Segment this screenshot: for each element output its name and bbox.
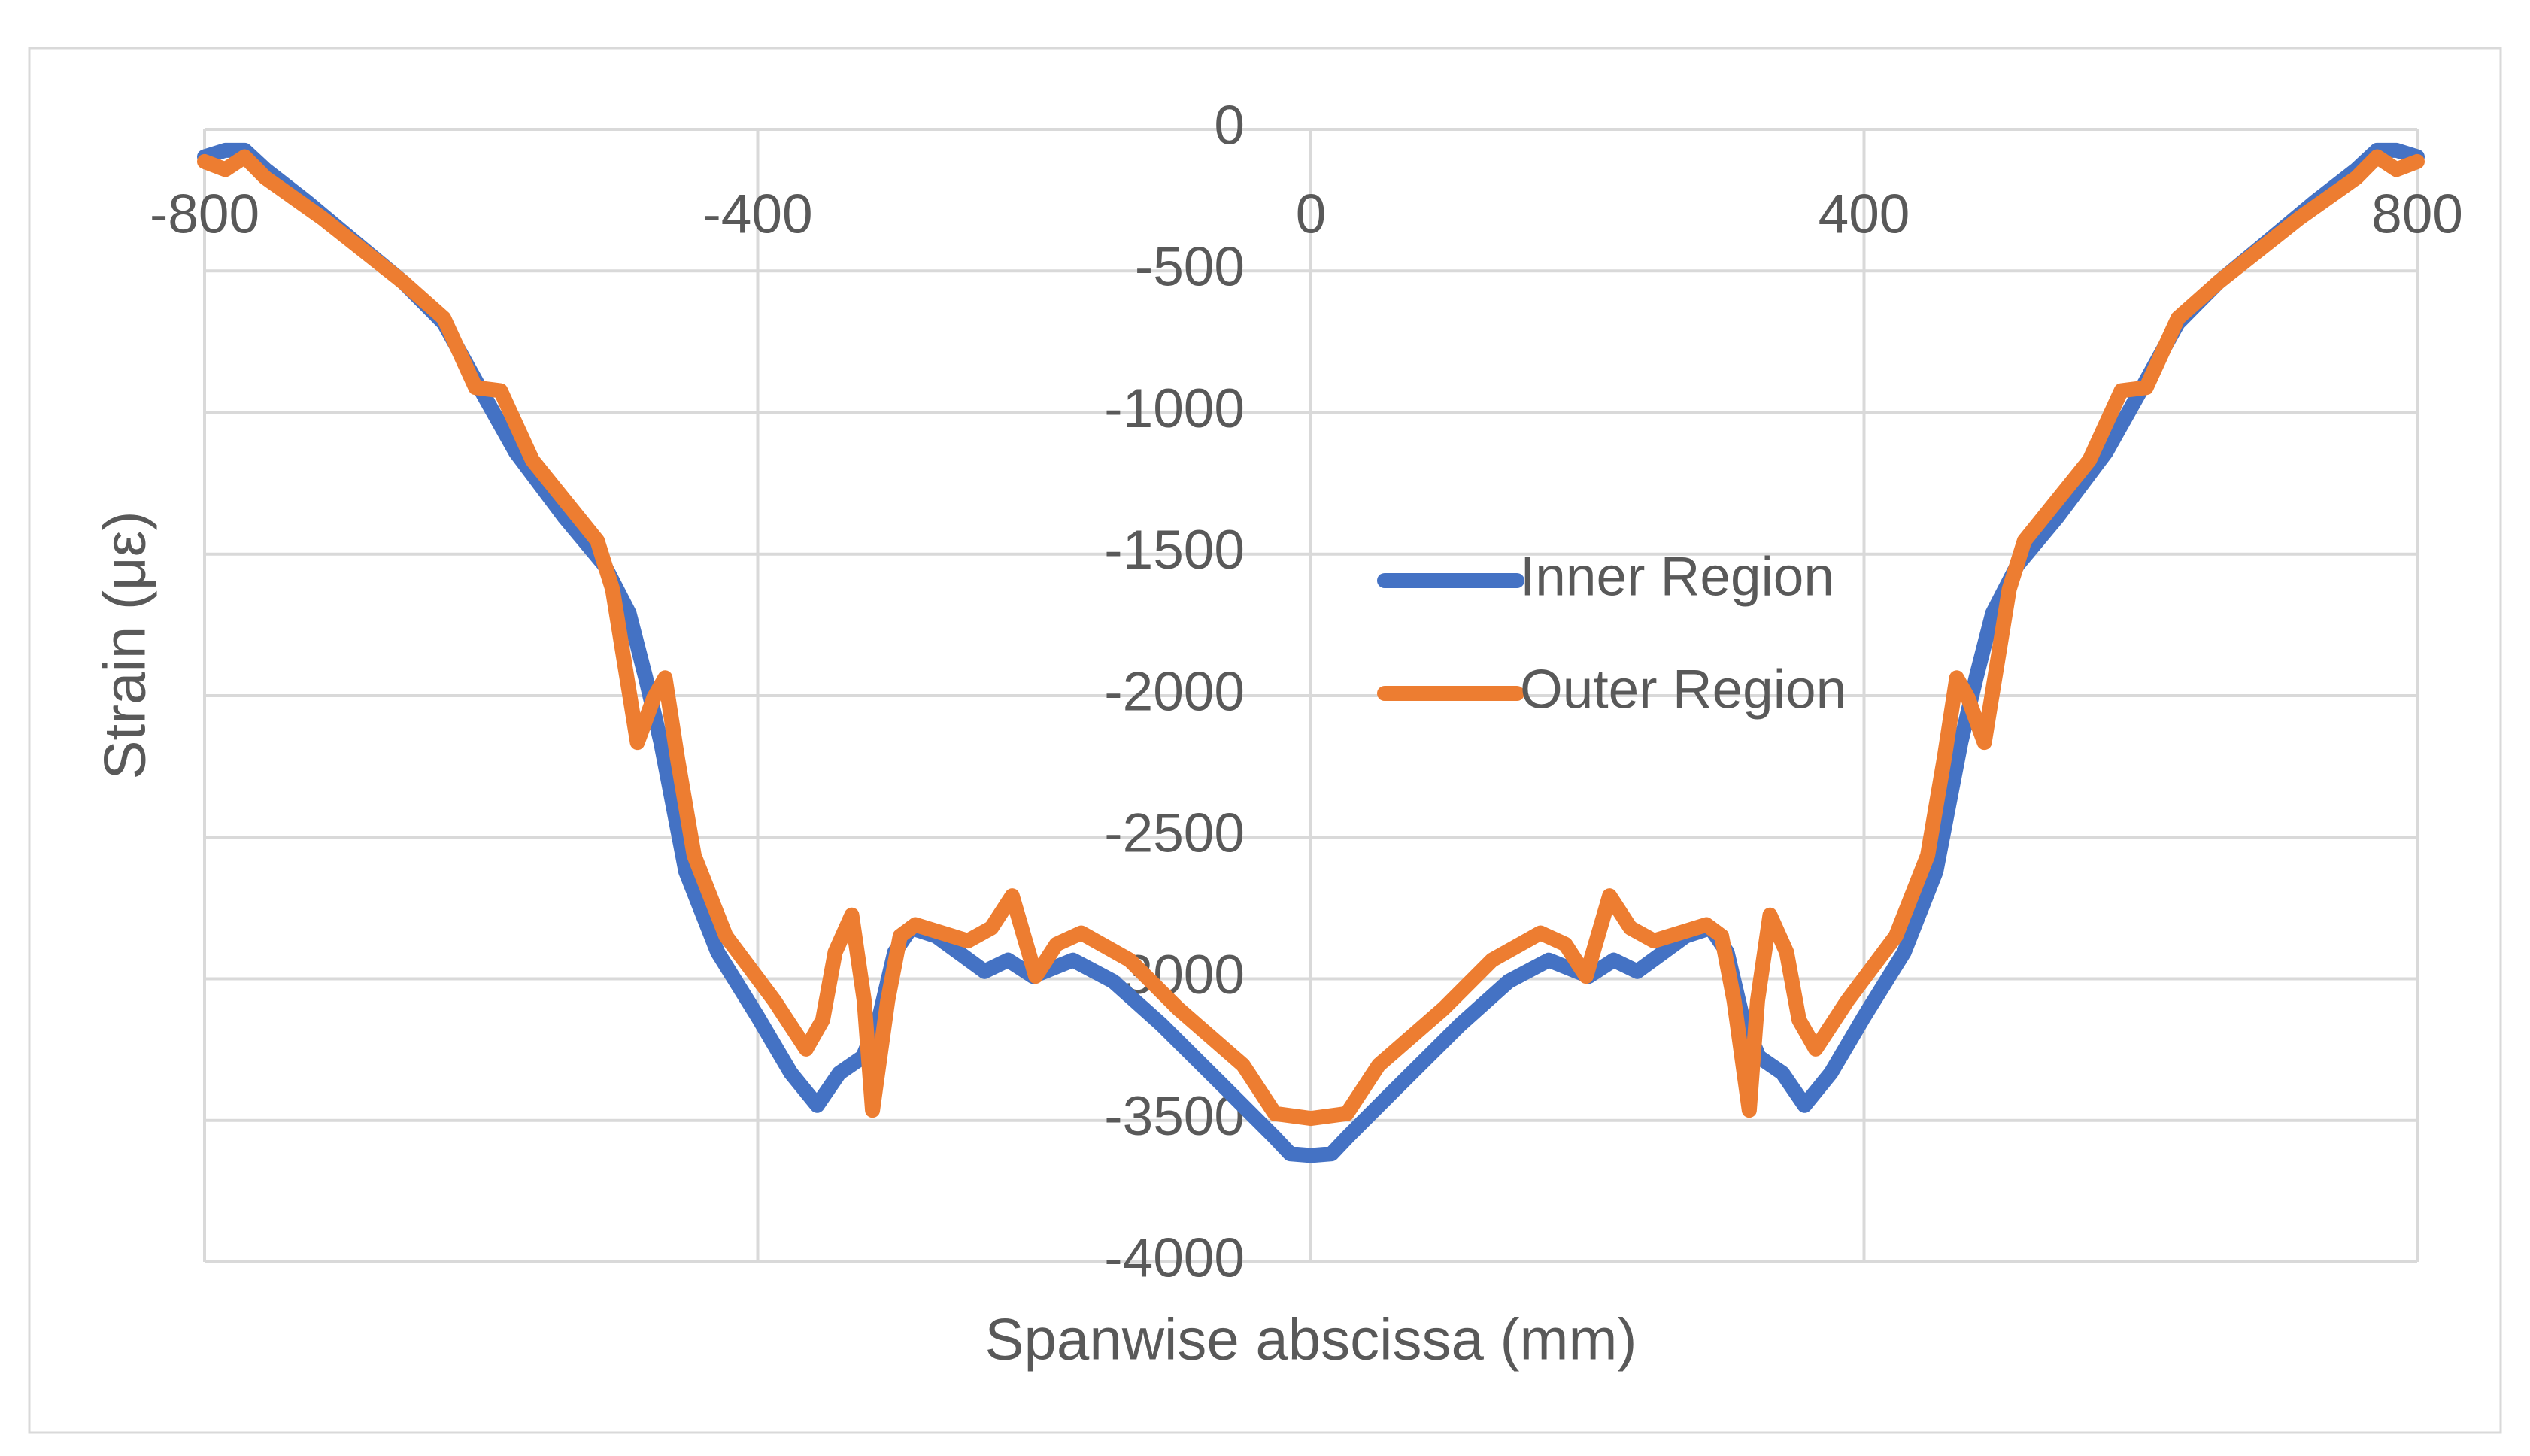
y-tick-label: -1000 xyxy=(1104,378,1245,439)
y-tick-label: -500 xyxy=(1135,237,1245,298)
x-tick-label: 800 xyxy=(2371,184,2463,244)
x-tick-label: -800 xyxy=(150,184,259,244)
legend-label: Inner Region xyxy=(1520,546,1834,607)
x-tick-label: -400 xyxy=(702,184,812,244)
y-tick-label: -1500 xyxy=(1104,520,1245,581)
x-tick-label: 0 xyxy=(1296,184,1327,244)
y-tick-label: 0 xyxy=(1214,95,1245,156)
x-tick-label: 400 xyxy=(1819,184,1910,244)
legend-label: Outer Region xyxy=(1520,659,1846,720)
y-tick-label: -3500 xyxy=(1104,1086,1245,1147)
y-axis-title: Strain (με) xyxy=(92,511,158,779)
y-tick-label: -2000 xyxy=(1104,661,1245,722)
chart-border xyxy=(28,47,2502,1434)
x-axis-title: Spanwise abscissa (mm) xyxy=(985,1306,1637,1373)
y-tick-label: -4000 xyxy=(1104,1227,1245,1288)
data-line xyxy=(197,149,2425,1127)
y-tick-label: -2500 xyxy=(1104,803,1245,864)
